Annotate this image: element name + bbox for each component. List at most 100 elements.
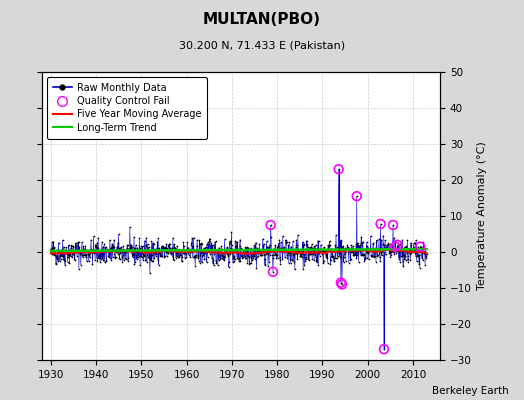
Point — [58, 253, 67, 259]
Point — [350, 252, 358, 258]
Point — [286, 255, 294, 262]
Point — [410, 248, 418, 254]
Point — [227, 229, 236, 235]
Point — [344, 246, 352, 252]
Point — [97, 255, 106, 261]
Point — [398, 249, 406, 256]
Point — [108, 254, 117, 260]
Point — [319, 258, 328, 264]
Point — [361, 255, 369, 262]
Point — [328, 246, 336, 252]
Point — [234, 256, 243, 262]
Point — [388, 248, 397, 254]
Point — [293, 232, 302, 238]
Point — [119, 243, 127, 250]
Point — [146, 250, 155, 257]
Point — [232, 243, 240, 250]
Point — [148, 258, 156, 264]
Point — [407, 242, 416, 248]
Point — [75, 244, 83, 250]
Point — [240, 250, 248, 257]
Point — [227, 242, 236, 248]
Point — [386, 254, 395, 260]
Point — [122, 246, 130, 253]
Point — [140, 253, 148, 260]
Point — [271, 242, 279, 248]
Point — [353, 252, 362, 258]
Point — [377, 249, 385, 256]
Point — [381, 251, 390, 258]
Point — [345, 248, 354, 254]
Point — [309, 245, 317, 251]
Point — [105, 254, 114, 260]
Point — [180, 250, 189, 256]
Point — [152, 251, 160, 258]
Point — [256, 247, 264, 254]
Point — [269, 269, 277, 275]
Point — [109, 246, 117, 252]
Point — [318, 249, 326, 256]
Point — [255, 248, 263, 255]
Point — [199, 248, 208, 255]
Point — [279, 248, 287, 254]
Point — [369, 252, 378, 259]
Point — [310, 257, 318, 263]
Point — [392, 245, 401, 251]
Point — [245, 259, 254, 266]
Point — [313, 245, 321, 251]
Point — [159, 244, 168, 250]
Point — [241, 244, 249, 250]
Point — [219, 250, 227, 256]
Point — [278, 256, 287, 262]
Point — [224, 252, 232, 259]
Point — [244, 245, 253, 252]
Point — [95, 252, 103, 259]
Point — [74, 249, 82, 256]
Point — [243, 260, 252, 266]
Point — [205, 248, 213, 255]
Point — [206, 242, 215, 249]
Point — [203, 240, 211, 247]
Point — [234, 250, 243, 256]
Point — [111, 254, 119, 261]
Point — [347, 244, 356, 251]
Text: MULTAN(PBO): MULTAN(PBO) — [203, 12, 321, 27]
Point — [85, 252, 93, 258]
Point — [83, 247, 91, 253]
Point — [92, 244, 101, 250]
Point — [387, 249, 396, 255]
Point — [65, 246, 73, 253]
Point — [283, 252, 291, 258]
Point — [383, 242, 391, 248]
Point — [61, 248, 70, 254]
Point — [287, 244, 295, 250]
Point — [389, 245, 398, 251]
Point — [223, 252, 232, 259]
Point — [215, 244, 223, 251]
Point — [404, 259, 412, 265]
Point — [317, 248, 325, 254]
Point — [188, 254, 196, 260]
Point — [358, 252, 366, 258]
Point — [253, 245, 261, 252]
Point — [417, 244, 425, 250]
Point — [55, 248, 63, 255]
Point — [396, 259, 405, 265]
Point — [271, 252, 280, 258]
Point — [211, 238, 220, 245]
Point — [134, 248, 143, 255]
Point — [394, 242, 402, 248]
Point — [159, 247, 167, 253]
Point — [292, 242, 301, 248]
Point — [50, 245, 59, 252]
Point — [306, 251, 314, 258]
Point — [386, 241, 394, 247]
Point — [211, 248, 220, 255]
Point — [267, 248, 276, 254]
Point — [395, 248, 403, 254]
Point — [337, 237, 345, 244]
Point — [349, 243, 357, 249]
Point — [384, 241, 392, 248]
Point — [121, 248, 129, 254]
Point — [414, 243, 422, 250]
